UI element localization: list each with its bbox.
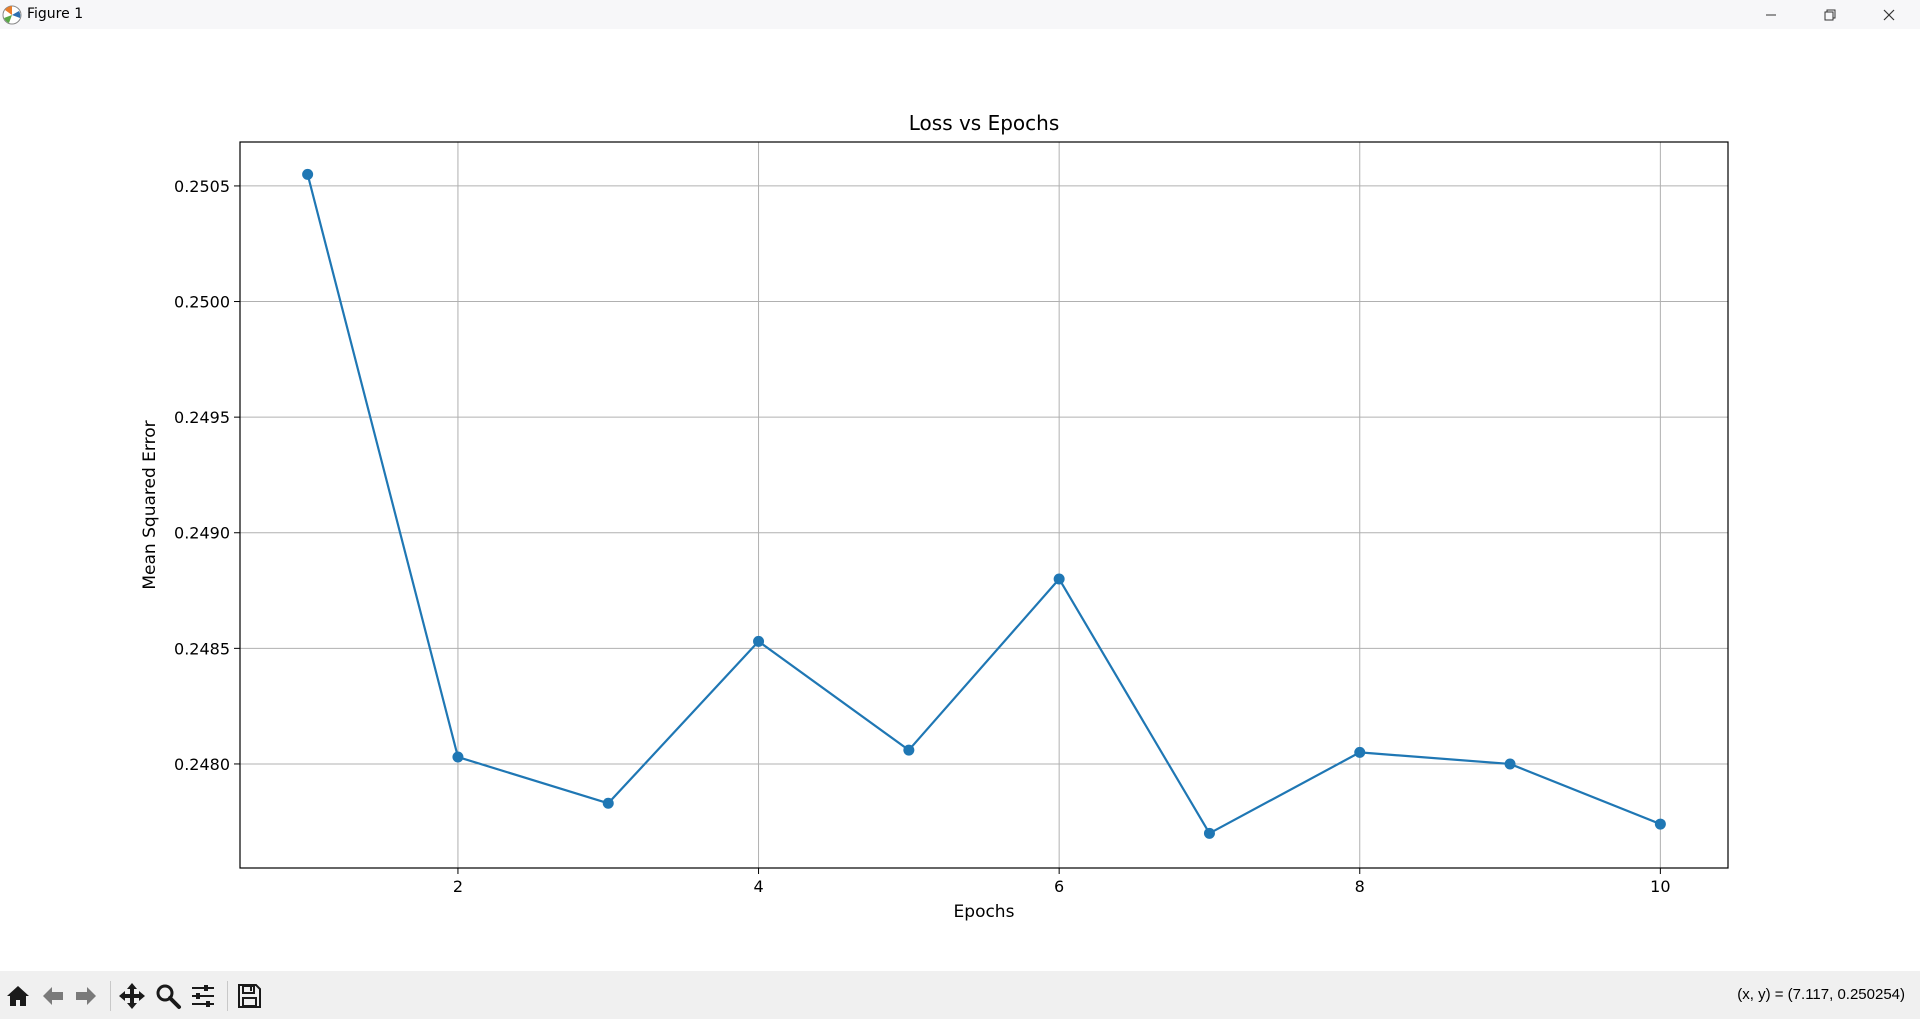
x-tick-label: 2	[453, 877, 463, 896]
grid-lines	[240, 142, 1728, 868]
title-bar: Figure 1	[0, 0, 1920, 29]
x-tick-label: 10	[1650, 877, 1670, 896]
back-arrow-icon	[43, 987, 63, 1005]
forward-arrow-icon	[76, 987, 96, 1005]
axes-frame	[239, 141, 1729, 869]
ticks: 2 4 6 8 10 0.2480 0.2485 0.2490 0.2495 0.2500 0.25…	[174, 177, 1671, 896]
save-button[interactable]	[233, 980, 265, 1012]
data-point	[1203, 827, 1215, 839]
configure-subplots-icon	[192, 985, 214, 1007]
data-point	[602, 797, 614, 809]
figure-canvas[interactable]: 2 4 6 8 10 0.2480 0.2485 0.2490 0.2495 0.2500 0.25…	[0, 29, 1920, 971]
data-point	[1354, 746, 1366, 758]
data-point	[753, 635, 765, 647]
x-tick-label: 6	[1054, 877, 1064, 896]
data-point	[1504, 758, 1516, 770]
zoom-icon	[156, 984, 181, 1009]
line-chart: 2 4 6 8 10 0.2480 0.2485 0.2490 0.2495 0.2500 0.25…	[140, 111, 1729, 922]
toolbar-separator	[110, 981, 111, 1011]
home-button[interactable]	[2, 980, 34, 1012]
home-icon	[7, 986, 29, 1006]
zoom-button[interactable]	[152, 980, 184, 1012]
forward-button[interactable]	[70, 980, 102, 1012]
cursor-coordinates: (x, y) = (7.117, 0.250254)	[1737, 986, 1905, 1003]
close-icon	[1883, 9, 1895, 20]
x-tick-label: 4	[753, 877, 763, 896]
restore-icon	[1824, 9, 1836, 20]
save-icon	[238, 984, 261, 1008]
minimize-icon	[1766, 14, 1776, 15]
y-tick-label: 0.2485	[174, 639, 230, 658]
navigation-toolbar: (x, y) = (7.117, 0.250254)	[0, 971, 1920, 1019]
pan-icon	[119, 983, 145, 1009]
series-line	[306, 174, 1661, 835]
window-title: Figure 1	[27, 6, 84, 22]
data-point	[1053, 573, 1065, 585]
x-axis-label: Epochs	[954, 902, 1015, 922]
x-tick-label: 8	[1355, 877, 1365, 896]
y-axis-label: Mean Squared Error	[140, 420, 160, 589]
data-point	[1654, 818, 1666, 830]
y-tick-label: 0.2500	[174, 293, 230, 312]
data-point	[302, 168, 314, 180]
pan-button[interactable]	[116, 980, 148, 1012]
configure-subplots-button[interactable]	[187, 980, 219, 1012]
chart-title: Loss vs Epochs	[909, 111, 1060, 135]
y-tick-label: 0.2505	[174, 177, 230, 196]
minimize-button[interactable]	[1741, 0, 1801, 29]
data-point	[903, 744, 915, 756]
restore-button[interactable]	[1800, 0, 1860, 29]
matplotlib-icon	[2, 5, 22, 25]
series-layer	[302, 168, 1666, 839]
y-tick-label: 0.2490	[174, 524, 230, 543]
y-tick-label: 0.2495	[174, 408, 230, 427]
y-tick-label: 0.2480	[174, 755, 230, 774]
back-button[interactable]	[37, 980, 69, 1012]
close-button[interactable]	[1859, 0, 1919, 29]
toolbar-separator	[227, 981, 228, 1011]
data-point	[452, 751, 464, 763]
